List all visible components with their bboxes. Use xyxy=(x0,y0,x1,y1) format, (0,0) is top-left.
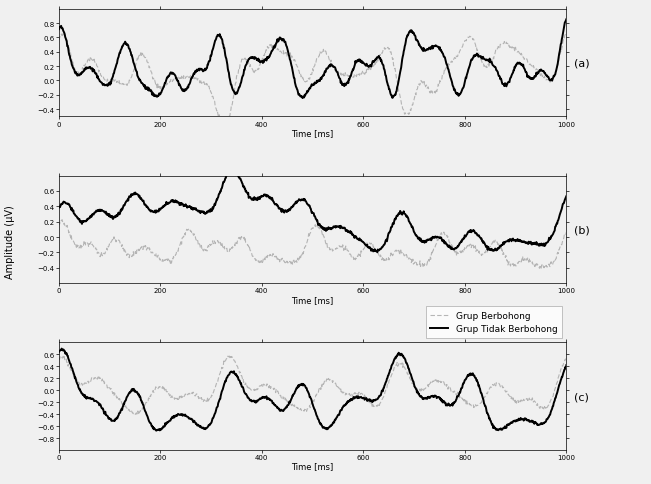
Text: Amplitude (µV): Amplitude (µV) xyxy=(5,205,15,279)
Text: (c): (c) xyxy=(574,392,589,401)
X-axis label: Time [ms]: Time [ms] xyxy=(292,295,333,304)
X-axis label: Time [ms]: Time [ms] xyxy=(292,129,333,137)
Legend: Grup Berbohong, Grup Tidak Berbohong: Grup Berbohong, Grup Tidak Berbohong xyxy=(426,307,562,338)
Text: (b): (b) xyxy=(574,225,590,235)
Text: (a): (a) xyxy=(574,59,590,68)
X-axis label: Time [ms]: Time [ms] xyxy=(292,462,333,470)
